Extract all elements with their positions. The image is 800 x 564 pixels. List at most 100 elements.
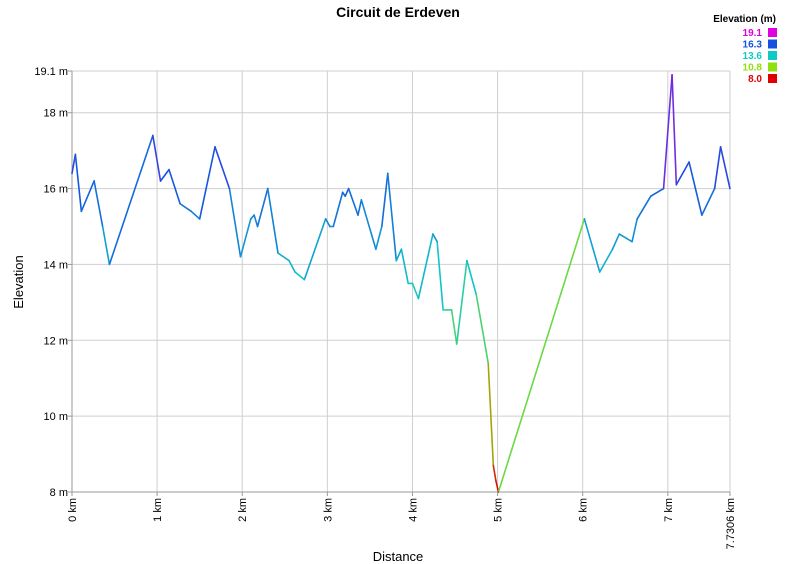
elevation-segment xyxy=(168,168,181,205)
elevation-segment xyxy=(649,187,665,197)
elevation-segment xyxy=(303,218,327,281)
grid xyxy=(71,70,731,493)
elevation-segment xyxy=(101,225,111,266)
elevation-segment xyxy=(294,271,306,281)
elevation-point xyxy=(277,252,279,254)
elevation-segment xyxy=(190,210,201,220)
elevation-segment xyxy=(256,187,269,228)
elevation-point xyxy=(675,184,677,186)
elevation-point xyxy=(288,260,290,262)
elevation-point xyxy=(342,191,344,193)
y-tick-label: 10 m xyxy=(44,411,68,423)
elevation-segment xyxy=(344,187,350,197)
elevation-point xyxy=(714,187,716,190)
x-tick-label: 1 km xyxy=(152,498,164,522)
elevation-point xyxy=(631,241,633,243)
elevation-point xyxy=(253,214,255,216)
y-tick-label: 14 m xyxy=(44,259,68,271)
elevation-point xyxy=(179,203,181,205)
elevation-point xyxy=(102,225,104,228)
x-tick-label: 6 km xyxy=(578,498,590,522)
y-tick-label: 16 m xyxy=(44,184,68,196)
legend-swatch xyxy=(768,62,777,72)
elevation-segment xyxy=(179,202,192,213)
elevation-segment xyxy=(466,259,478,296)
elevation-segment xyxy=(631,218,638,243)
elevation-segment xyxy=(432,233,438,243)
elevation-point xyxy=(495,480,497,482)
elevation-point xyxy=(108,263,111,266)
elevation-segment xyxy=(713,146,722,190)
elevation-segment xyxy=(71,153,77,175)
elevation-point xyxy=(650,195,652,197)
y-axis-title: Elevation xyxy=(11,255,26,308)
y-tick-label: 8 m xyxy=(50,487,68,499)
legend-label: 16.3 xyxy=(743,40,763,51)
x-tick-label: 7.7306 km xyxy=(725,498,737,549)
elevation-segment xyxy=(360,199,377,251)
elevation-segment xyxy=(74,153,83,213)
elevation-segment xyxy=(239,218,252,258)
elevation-point xyxy=(168,169,170,171)
elevation-point xyxy=(80,210,82,212)
elevation-segment xyxy=(93,180,104,228)
elevation-point xyxy=(487,362,489,364)
elevation-point xyxy=(417,297,420,300)
elevation-segment xyxy=(228,187,242,258)
elevation-segment xyxy=(417,233,434,300)
elevation-point xyxy=(407,282,409,284)
legend-label: 8.0 xyxy=(748,74,762,85)
elevation-point xyxy=(662,187,665,190)
elevation-segment xyxy=(671,73,678,186)
elevation-point xyxy=(381,225,383,228)
elevation-segment xyxy=(450,309,458,345)
elevation-point xyxy=(599,271,601,273)
elevation-point xyxy=(671,74,673,76)
elevation-segment xyxy=(583,218,601,273)
elevation-point xyxy=(360,199,362,201)
x-tick-label: 2 km xyxy=(237,498,249,522)
elevation-point xyxy=(348,187,350,190)
elevation-segment xyxy=(400,248,410,285)
elevation-point xyxy=(329,225,331,228)
elevation-segment xyxy=(277,252,290,262)
elevation-segment xyxy=(598,248,614,273)
elevation-profile xyxy=(71,73,731,493)
elevation-point xyxy=(152,134,154,137)
elevation-point xyxy=(325,218,327,220)
elevation-segment xyxy=(332,191,344,228)
elevation-segment xyxy=(266,187,279,254)
elevation-point xyxy=(466,260,468,262)
x-tick-label: 0 km xyxy=(67,498,79,522)
elevation-point xyxy=(375,248,377,250)
chart-title: Circuit de Erdeven xyxy=(336,4,460,20)
elevation-segment xyxy=(701,187,716,216)
elevation-segment xyxy=(475,293,490,364)
elevation-segment xyxy=(214,146,231,190)
elevation-point xyxy=(395,260,397,262)
elevation-segment xyxy=(497,218,586,493)
elevation-point xyxy=(239,256,242,258)
elevation-point xyxy=(475,294,477,296)
elevation-segment xyxy=(386,172,398,262)
elevation-point xyxy=(719,146,722,148)
elevation-point xyxy=(74,153,76,156)
elevation-segment xyxy=(357,199,363,216)
x-tick-label: 4 km xyxy=(407,498,419,522)
elevation-point xyxy=(618,233,620,235)
y-tick-label: 19.1 m xyxy=(34,66,68,78)
elevation-segment xyxy=(288,259,296,273)
elevation-segment xyxy=(152,134,162,182)
elevation-segment xyxy=(347,187,359,216)
legend-swatch xyxy=(768,51,777,60)
axes xyxy=(68,70,731,496)
elevation-point xyxy=(159,180,162,182)
elevation-segment xyxy=(688,161,703,216)
elevation-segment xyxy=(618,233,633,243)
elevation-segment xyxy=(395,248,403,262)
tick-labels: 8 m 10 m 12 m 14 m 16 m 18 m 19.1 m 0 km 1 km 2 k… xyxy=(34,66,737,549)
x-axis-title: Distance xyxy=(373,549,424,564)
elevation-point xyxy=(344,195,346,197)
elevation-point xyxy=(214,146,216,148)
